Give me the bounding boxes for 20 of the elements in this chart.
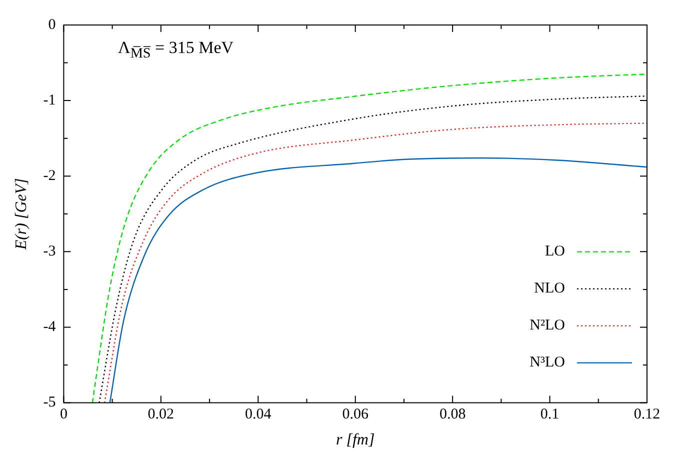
annotation: Λ$_{M̅S̅}$ = 315 MeV (118, 38, 234, 62)
y-axis-title: E(r) [GeV] (12, 178, 30, 251)
x-tick-label: 0.12 (634, 406, 660, 423)
x-tick-label: 0.1 (540, 406, 560, 423)
x-tick-label: 0.08 (439, 406, 466, 423)
legend-label: NLO (534, 280, 566, 297)
legend-label: N²LO (530, 318, 566, 334)
x-tick-label: 0.02 (148, 406, 174, 423)
legend-label: LO (545, 244, 566, 260)
y-tick-label: -4 (43, 319, 56, 336)
y-tick-label: -5 (43, 394, 56, 411)
x-axis-title: r [fm] (336, 432, 375, 449)
y-tick-label: 0 (48, 16, 56, 33)
y-tick-label: -3 (43, 244, 56, 260)
x-tick-label: 0 (60, 406, 68, 423)
y-tick-label: -1 (43, 92, 56, 108)
x-tick-label: 0.06 (342, 406, 369, 423)
legend-label: N³LO (530, 354, 566, 371)
x-tick-label: 0.04 (245, 406, 272, 423)
y-tick-label: -2 (43, 168, 56, 184)
